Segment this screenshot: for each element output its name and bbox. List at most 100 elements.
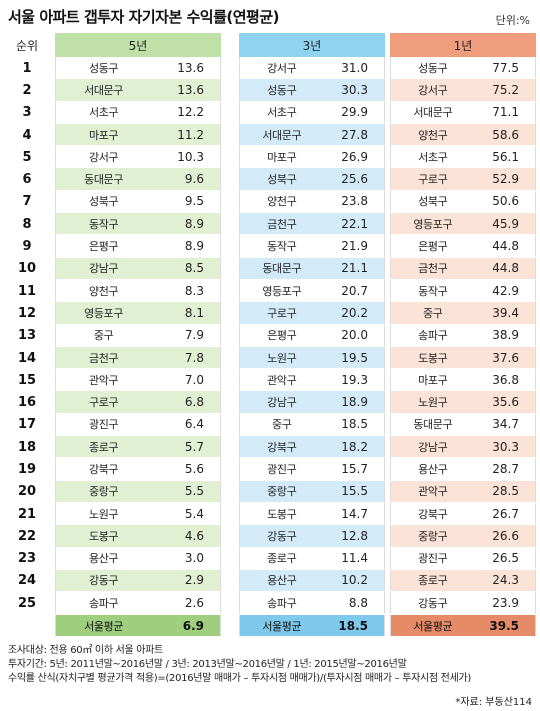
one-year-value: 42.9 [492, 283, 519, 298]
five-year-district: 동작구 [88, 217, 119, 231]
five-year-cell: 성북구 9.5 [55, 190, 221, 214]
three-year-cell: 관악구 19.3 [239, 369, 385, 392]
one-year-district: 강남구 [418, 440, 448, 454]
one-year-value: 39.4 [492, 305, 519, 320]
five-year-district: 금천구 [88, 351, 119, 365]
footnote-investment-period: 투자기간: 5년: 2011년말~2016년말 / 3년: 2013년말~201… [8, 659, 407, 670]
three-year-cell: 노원구 19.5 [239, 346, 385, 370]
rank-cell: 12 [17, 305, 37, 321]
table-row: 15 관악구 7.0 관악구 19.3 마포구 36.8 [8, 369, 536, 392]
five-year-cell: 금천구 7.8 [55, 346, 221, 370]
one-year-cell: 성동구 77.5 [390, 57, 536, 80]
five-year-cell: 강동구 2.9 [55, 569, 221, 593]
five-year-cell: 구로구 6.8 [55, 391, 221, 414]
one-year-value: 58.6 [492, 127, 519, 142]
three-year-value: 31.0 [341, 60, 368, 75]
one-year-cell: 용산구 28.7 [390, 458, 536, 481]
rank-cell: 19 [17, 461, 37, 477]
five-year-district: 성북구 [88, 195, 119, 209]
three-year-cell: 도봉구 14.7 [239, 502, 385, 526]
five-year-district: 노원구 [88, 507, 119, 521]
one-year-cell: 광진구 26.5 [390, 547, 536, 570]
five-year-cell: 은평구 8.9 [55, 235, 221, 258]
one-year-cell: 서초구 56.1 [390, 146, 536, 169]
table-row: 20 중랑구 5.5 중랑구 15.5 관악구 28.5 [8, 480, 536, 503]
five-year-value: 6.8 [184, 395, 204, 410]
one-year-value: 44.8 [492, 239, 519, 254]
three-year-district: 마포구 [267, 150, 297, 164]
three-year-district: 종로구 [267, 552, 297, 566]
five-year-value: 13.6 [177, 82, 204, 97]
one-year-district: 용산구 [418, 462, 448, 476]
five-year-cell: 송파구 2.6 [55, 592, 221, 615]
one-year-cell: 강동구 23.9 [390, 592, 536, 615]
rank-cell: 5 [22, 149, 32, 165]
three-year-value: 20.2 [341, 305, 368, 320]
rank-cell: 4 [22, 127, 32, 143]
five-year-district: 양천구 [88, 284, 119, 298]
five-year-district: 강동구 [88, 574, 119, 588]
three-year-value: 18.5 [341, 417, 368, 432]
table-row: 24 강동구 2.9 용산구 10.2 종로구 24.3 [8, 569, 536, 593]
one-year-value: 50.6 [492, 194, 519, 209]
three-year-cell: 성북구 25.6 [239, 168, 385, 191]
five-year-value: 2.9 [184, 573, 204, 588]
one-year-cell: 구로구 52.9 [390, 168, 536, 191]
three-year-district: 동대문구 [262, 262, 302, 276]
five-year-value: 5.7 [184, 439, 204, 454]
three-year-value: 19.5 [341, 350, 368, 365]
three-year-cell: 용산구 10.2 [239, 569, 385, 593]
five-year-cell: 서대문구 13.6 [55, 79, 221, 102]
five-year-cell: 강남구 8.5 [55, 257, 221, 280]
rank-cell: 3 [22, 105, 32, 121]
table-row: 13 중구 7.9 은평구 20.0 송파구 38.9 [8, 324, 536, 347]
one-year-value: 37.6 [492, 350, 519, 365]
five-year-value: 11.2 [177, 127, 204, 142]
three-year-district: 광진구 [267, 462, 297, 476]
five-year-cell: 관악구 7.0 [55, 369, 221, 392]
three-year-district: 중구 [272, 418, 292, 432]
average-1-year-cell: 서울평균 39.5 [390, 615, 536, 638]
one-year-district: 노원구 [418, 396, 448, 410]
rank-cell: 16 [17, 395, 37, 411]
three-year-cell: 서초구 29.9 [239, 101, 385, 124]
three-year-value: 26.9 [341, 149, 368, 164]
rank-cell: 22 [17, 528, 37, 544]
five-year-district: 용산구 [88, 552, 119, 566]
three-year-cell: 송파구 8.8 [239, 592, 385, 615]
average-5-year-value: 6.9 [182, 618, 204, 633]
three-year-value: 27.8 [341, 127, 368, 142]
five-year-value: 5.4 [184, 506, 204, 521]
three-year-cell: 서대문구 27.8 [239, 123, 385, 147]
average-3-year-cell: 서울평균 18.5 [239, 615, 385, 638]
table-row: 18 종로구 5.7 강북구 18.2 강남구 30.3 [8, 436, 536, 459]
one-year-value: 28.7 [492, 461, 519, 476]
three-year-value: 8.8 [348, 595, 368, 610]
three-year-value: 11.4 [341, 551, 368, 566]
five-year-district: 송파구 [88, 596, 119, 610]
one-year-district: 동작구 [418, 284, 448, 298]
table-row: 4 마포구 11.2 서대문구 27.8 양천구 58.6 [8, 123, 536, 147]
five-year-value: 5.6 [184, 461, 204, 476]
table-row: 5 강서구 10.3 마포구 26.9 서초구 56.1 [8, 146, 536, 169]
three-year-cell: 중랑구 15.5 [239, 480, 385, 503]
five-year-cell: 마포구 11.2 [55, 123, 221, 147]
one-year-cell: 금천구 44.8 [390, 257, 536, 280]
table-row: 22 도봉구 4.6 강동구 12.8 중랑구 26.6 [8, 525, 536, 548]
one-year-value: 23.9 [492, 595, 519, 610]
three-year-district: 용산구 [267, 574, 297, 588]
five-year-value: 10.3 [177, 149, 204, 164]
one-year-cell: 중랑구 26.6 [390, 525, 536, 548]
average-row: 서울평균 6.9 서울평균 18.5 서울평균 39.5 [8, 615, 536, 638]
three-year-value: 20.0 [341, 328, 368, 343]
one-year-district: 중구 [423, 306, 443, 320]
three-year-cell: 은평구 20.0 [239, 324, 385, 347]
five-year-district: 도봉구 [88, 529, 119, 543]
table-body: 1 성동구 13.6 강서구 31.0 성동구 77.5 2 서대문구 13.6 성동구 30.3 강서… [8, 57, 536, 615]
one-year-district: 송파구 [418, 329, 448, 343]
one-year-value: 38.9 [492, 328, 519, 343]
five-year-cell: 중구 7.9 [55, 324, 221, 347]
one-year-cell: 관악구 28.5 [390, 480, 536, 503]
one-year-value: 26.6 [492, 528, 519, 543]
